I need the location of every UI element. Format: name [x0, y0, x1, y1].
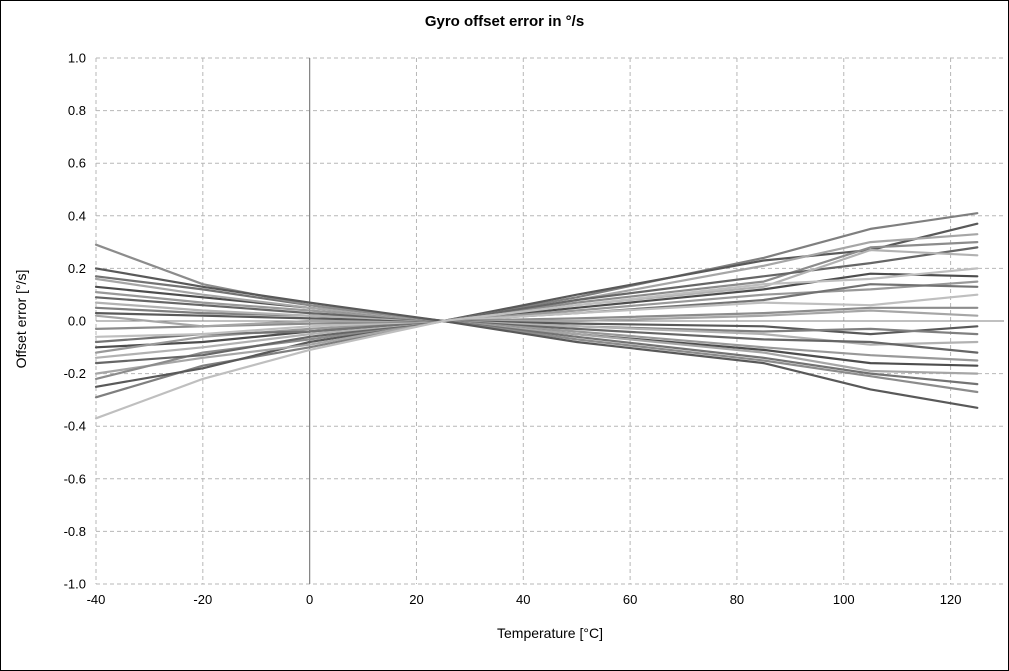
chart-title: Gyro offset error in °/s [424, 13, 585, 30]
y-tick-label: 0.6 [68, 156, 86, 171]
series-line [94, 212, 979, 399]
series-line [94, 243, 979, 394]
series-line [94, 301, 979, 346]
y-tick-label: 0.0 [68, 314, 86, 329]
series-line [94, 280, 979, 354]
series-line [94, 267, 979, 420]
x-tick-label: 100 [833, 592, 855, 607]
y-tick-label: -1.0 [64, 577, 86, 592]
x-tick-label: -20 [193, 592, 212, 607]
x-axis-title: Temperature [°C] [497, 625, 603, 641]
y-tick-label: 0.4 [68, 208, 86, 223]
x-tick-label: 40 [516, 592, 530, 607]
y-tick-label: -0.6 [64, 471, 86, 486]
y-tick-label: 0.2 [68, 261, 86, 276]
y-tick-label: -0.8 [64, 524, 86, 539]
series-line [94, 291, 979, 362]
series-line [94, 293, 979, 338]
x-tick-label: 0 [306, 592, 313, 607]
y-tick-label: 0.8 [68, 103, 86, 118]
x-tick-label: 120 [940, 592, 962, 607]
y-tick-label: -0.4 [64, 419, 86, 434]
series-line [94, 241, 979, 380]
series-line [94, 296, 979, 354]
series-line [94, 275, 979, 386]
x-tick-label: -40 [87, 592, 106, 607]
series-line [94, 246, 979, 365]
series-line [94, 272, 979, 349]
y-axis-title: Offset error [°/s] [13, 269, 29, 369]
x-tick-label: 20 [409, 592, 423, 607]
x-tick-label: 60 [623, 592, 637, 607]
y-tick-label: -0.2 [64, 366, 86, 381]
y-tick-label: 1.0 [68, 51, 86, 66]
series-line [94, 222, 979, 388]
series-line [94, 267, 979, 409]
series-line [94, 312, 979, 336]
x-tick-label: 80 [730, 592, 744, 607]
series-line [94, 277, 979, 375]
series-line [94, 309, 979, 328]
